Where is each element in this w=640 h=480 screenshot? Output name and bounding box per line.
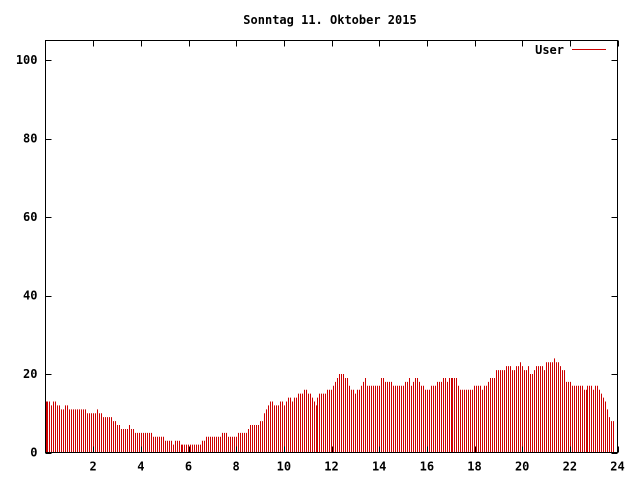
chart-title: Sonntag 11. Oktober 2015 [243,13,416,27]
x-tick-labels: 2 4 6 8 10 12 14 16 18 20 22 24 [90,460,625,474]
x-tick-label: 4 [137,460,144,474]
x-tick-label: 6 [185,460,192,474]
legend-label: User [535,43,564,57]
x-tick-label: 20 [515,460,529,474]
legend: User [535,43,606,57]
x-tick-label: 8 [233,460,240,474]
x-tick-label: 14 [372,460,386,474]
x-tick-label: 18 [467,460,481,474]
axis-ticks [45,40,619,454]
y-tick-label: 80 [23,132,37,146]
y-tick-label: 100 [16,53,38,67]
x-tick-label: 16 [420,460,434,474]
x-tick-label: 10 [277,460,291,474]
y-tick-label: 20 [23,367,37,381]
x-tick-label: 24 [610,460,624,474]
y-tick-label: 40 [23,289,37,303]
x-tick-label: 22 [563,460,577,474]
y-tick-label: 0 [30,446,37,460]
y-tick-label: 60 [23,210,37,224]
bars [46,358,614,453]
y-tick-labels: 0 20 40 60 80 100 [16,53,38,459]
x-tick-label: 12 [324,460,338,474]
x-tick-label: 2 [90,460,97,474]
plot-frame [45,40,618,453]
